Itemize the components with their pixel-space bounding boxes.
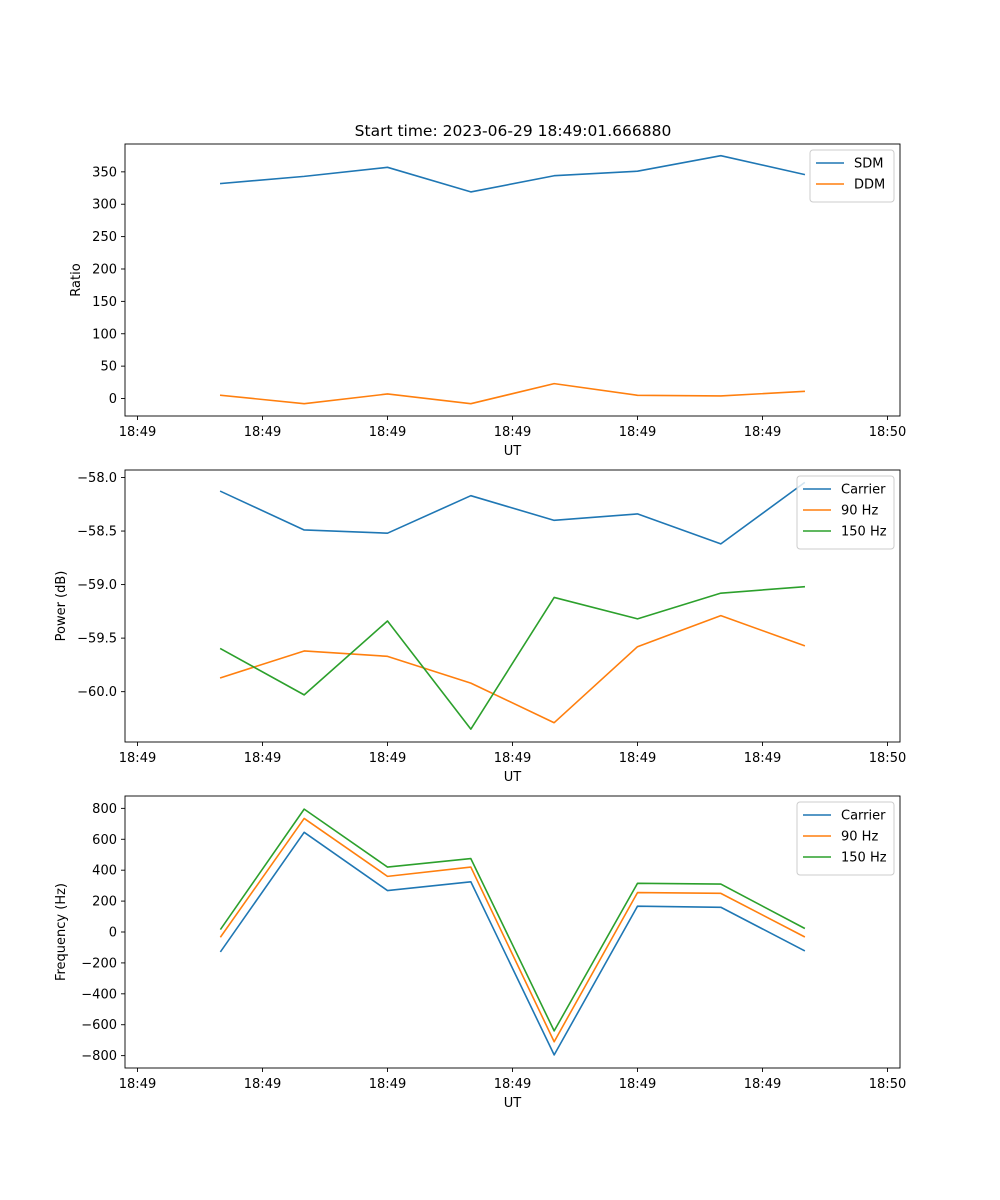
legend-label: Carrier bbox=[841, 483, 886, 498]
x-tick-label: 18:49 bbox=[369, 751, 406, 766]
x-tick-label: 18:49 bbox=[369, 425, 406, 440]
x-tick-label: 18:49 bbox=[494, 425, 531, 440]
y-tick-label: −800 bbox=[81, 1049, 117, 1064]
series-line-carrier bbox=[219, 831, 806, 1056]
x-tick-label: 18:49 bbox=[494, 1077, 531, 1092]
series-line-carrier bbox=[219, 481, 806, 545]
axes-frame bbox=[124, 469, 901, 743]
x-tick-label: 18:49 bbox=[244, 425, 281, 440]
y-tick-label: 300 bbox=[92, 198, 117, 213]
x-tick-label: 18:49 bbox=[619, 751, 656, 766]
legend-label: 150 Hz bbox=[841, 525, 887, 540]
y-axis-label: Power (dB) bbox=[54, 571, 69, 642]
series-line-150-hz bbox=[219, 808, 806, 1032]
y-tick-label: 100 bbox=[92, 327, 117, 342]
x-tick-label: 18:50 bbox=[869, 1077, 906, 1092]
plots-group: 18:49 18:49 18:49 18:49 18:49 18:49 18:50 0 50 10… bbox=[54, 143, 906, 1111]
y-tick-label: 0 bbox=[109, 392, 117, 407]
series-line-150-hz bbox=[219, 585, 806, 730]
y-tick-label: 200 bbox=[92, 895, 117, 910]
y-tick-label: 50 bbox=[100, 360, 117, 375]
y-tick-label: −59.5 bbox=[77, 632, 117, 647]
subplot-3: 18:49 18:49 18:49 18:49 18:49 18:49 18:50 −800 −… bbox=[54, 795, 906, 1111]
series-line-90-hz bbox=[219, 614, 806, 724]
y-tick-label: −200 bbox=[81, 956, 117, 971]
legend-label: DDM bbox=[854, 178, 885, 193]
chart-title: Start time: 2023-06-29 18:49:01.666880 bbox=[355, 122, 672, 140]
x-axis-label: UT bbox=[504, 770, 522, 785]
x-tick-label: 18:49 bbox=[244, 751, 281, 766]
subplot-2: 18:49 18:49 18:49 18:49 18:49 18:49 18:50 −60.0… bbox=[54, 469, 906, 785]
y-tick-label: 250 bbox=[92, 230, 117, 245]
series-line-90-hz bbox=[219, 817, 806, 1043]
x-axis-label: UT bbox=[504, 444, 522, 459]
legend-label: Carrier bbox=[841, 809, 886, 824]
x-tick-label: 18:49 bbox=[744, 1077, 781, 1092]
y-tick-label: 400 bbox=[92, 864, 117, 879]
y-tick-label: 200 bbox=[92, 262, 117, 277]
legend: Carrier 90 Hz 150 Hz bbox=[796, 475, 895, 550]
x-tick-label: 18:49 bbox=[369, 1077, 406, 1092]
y-tick-label: −58.0 bbox=[77, 471, 117, 486]
x-tick-label: 18:49 bbox=[744, 425, 781, 440]
x-tick-label: 18:49 bbox=[119, 425, 156, 440]
x-tick-label: 18:49 bbox=[119, 751, 156, 766]
y-tick-label: 350 bbox=[92, 165, 117, 180]
series-line-sdm bbox=[219, 154, 806, 193]
legend-label: 90 Hz bbox=[841, 830, 878, 845]
axes-frame bbox=[124, 143, 901, 417]
x-tick-label: 18:49 bbox=[119, 1077, 156, 1092]
y-tick-label: 800 bbox=[92, 802, 117, 817]
legend-label: SDM bbox=[854, 157, 883, 172]
legend: SDM DDM bbox=[809, 149, 895, 203]
x-tick-label: 18:49 bbox=[619, 425, 656, 440]
y-tick-label: −59.0 bbox=[77, 578, 117, 593]
y-tick-label: 600 bbox=[92, 833, 117, 848]
y-tick-label: −400 bbox=[81, 987, 117, 1002]
y-tick-label: −58.5 bbox=[77, 525, 117, 540]
x-tick-label: 18:49 bbox=[744, 751, 781, 766]
y-axis-label: Ratio bbox=[69, 263, 84, 296]
y-tick-label: −600 bbox=[81, 1018, 117, 1033]
series-line-ddm bbox=[219, 382, 806, 405]
x-tick-label: 18:50 bbox=[869, 425, 906, 440]
x-tick-label: 18:49 bbox=[494, 751, 531, 766]
axes-frame bbox=[124, 795, 901, 1069]
legend-label: 90 Hz bbox=[841, 504, 878, 519]
x-tick-label: 18:50 bbox=[869, 751, 906, 766]
x-tick-label: 18:49 bbox=[244, 1077, 281, 1092]
y-tick-label: −60.0 bbox=[77, 685, 117, 700]
x-axis-label: UT bbox=[504, 1096, 522, 1111]
y-tick-label: 0 bbox=[109, 926, 117, 941]
y-tick-label: 150 bbox=[92, 295, 117, 310]
subplot-1: 18:49 18:49 18:49 18:49 18:49 18:49 18:50 0 50 10… bbox=[69, 143, 906, 459]
legend: Carrier 90 Hz 150 Hz bbox=[796, 801, 895, 876]
y-axis-label: Frequency (Hz) bbox=[54, 883, 69, 981]
x-tick-label: 18:49 bbox=[619, 1077, 656, 1092]
legend-label: 150 Hz bbox=[841, 851, 887, 866]
